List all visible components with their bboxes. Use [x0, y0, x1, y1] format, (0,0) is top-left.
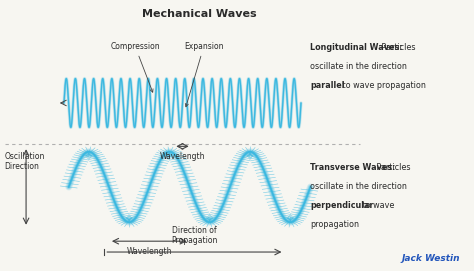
Text: Longitudinal Waves:: Longitudinal Waves: — [310, 43, 403, 52]
Text: Oscillation
Direction: Oscillation Direction — [5, 152, 45, 171]
Text: Transverse Waves:: Transverse Waves: — [310, 163, 396, 172]
Text: propagation: propagation — [310, 220, 359, 228]
Text: Direction of
Propagation: Direction of Propagation — [171, 226, 218, 245]
Text: Compression: Compression — [110, 42, 160, 92]
Text: Wavelength: Wavelength — [127, 247, 172, 256]
Text: Jack Westin: Jack Westin — [401, 254, 460, 263]
Text: Particles: Particles — [379, 43, 416, 52]
Text: Mechanical Waves: Mechanical Waves — [142, 9, 256, 20]
Text: oscillate in the direction: oscillate in the direction — [310, 62, 407, 71]
Text: parallel: parallel — [310, 81, 345, 90]
Text: Wavelength: Wavelength — [160, 152, 205, 161]
Text: oscillate in the direction: oscillate in the direction — [310, 182, 407, 191]
Text: Expansion: Expansion — [184, 42, 224, 107]
Text: perpendicular: perpendicular — [310, 201, 374, 209]
Text: to wave propagation: to wave propagation — [340, 81, 426, 90]
Text: Particles: Particles — [374, 163, 411, 172]
Text: to wave: to wave — [360, 201, 395, 209]
